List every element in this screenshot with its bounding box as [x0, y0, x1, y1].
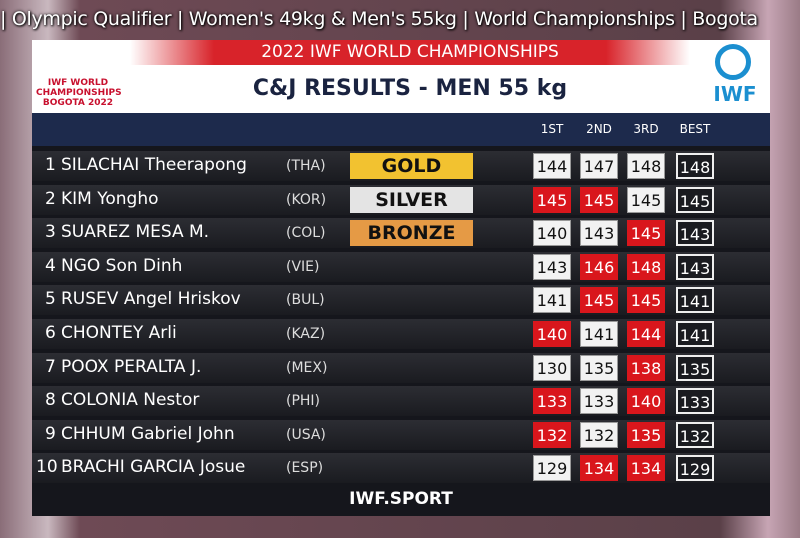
athlete-name: CHHUM Gabriel John [61, 423, 235, 444]
rank: 10 [36, 457, 58, 478]
rank: 2 [45, 188, 56, 209]
best-lift: 133 [676, 388, 714, 415]
rank: 9 [45, 423, 56, 444]
attempt: 132 [580, 421, 618, 448]
footer: IWF.SPORT [349, 489, 453, 509]
attempt: 141 [580, 321, 618, 347]
attempt: 145 [627, 186, 665, 213]
attempt: 144 [533, 153, 571, 179]
attempt: 145 [580, 287, 618, 314]
attempt: 145 [533, 186, 571, 213]
rank: 6 [45, 323, 56, 343]
medal: SILVER [350, 186, 473, 213]
attempt: 133 [580, 388, 618, 415]
attempt: 144 [627, 321, 665, 347]
event-bar [130, 40, 690, 65]
best-lift: 141 [676, 321, 714, 347]
country: (COL) [286, 225, 326, 242]
logo-line: IWF WORLD [47, 78, 109, 88]
best-lift: 129 [676, 455, 714, 482]
column-header: 1ST [540, 122, 564, 136]
attempt: 143 [580, 220, 618, 247]
attempt: 130 [533, 354, 571, 381]
rank: 5 [45, 289, 56, 310]
logo-line: CHAMPIONSHIPS [36, 88, 122, 98]
best-lift: 135 [676, 354, 714, 381]
best-lift: 132 [676, 421, 714, 448]
athlete-name: BRACHI GARCIA Josue [61, 457, 246, 478]
iwf-logo-mark [715, 44, 751, 80]
attempt: 135 [580, 354, 618, 381]
athlete-name: COLONIA Nestor [61, 390, 200, 411]
rank: 3 [45, 222, 56, 243]
column-header: BEST [679, 122, 711, 136]
country: (THA) [286, 158, 326, 174]
attempt: 145 [580, 186, 618, 213]
best-lift: 145 [676, 186, 714, 213]
attempt: 133 [533, 388, 571, 415]
logo-line: BOGOTA 2022 [42, 98, 114, 108]
rank: 8 [45, 390, 56, 411]
athlete-name: NGO Son Dinh [61, 255, 183, 276]
attempt: 148 [627, 253, 665, 280]
attempt: 140 [533, 220, 571, 247]
attempt: 134 [580, 455, 618, 482]
results-title: C&J RESULTS - MEN 55 kg [252, 76, 568, 101]
country: (KOR) [286, 191, 327, 208]
column-header: 3RD [633, 122, 659, 136]
country: (BUL) [286, 292, 325, 309]
rank: 4 [45, 255, 56, 276]
country: (KAZ) [286, 326, 326, 342]
athlete-name: RUSEV Angel Hriskov [61, 289, 241, 310]
attempt: 140 [627, 388, 665, 415]
attempt: 134 [627, 455, 665, 482]
best-lift: 141 [676, 287, 714, 314]
country: (VIE) [286, 258, 320, 275]
iwf-logo: IWF [713, 82, 757, 106]
country: (USA) [286, 426, 326, 443]
attempt: 129 [533, 455, 571, 482]
attempt: 140 [533, 321, 571, 347]
attempt: 145 [627, 220, 665, 247]
attempt: 148 [627, 153, 665, 179]
attempt: 138 [627, 354, 665, 381]
athlete-name: KIM Yongho [61, 188, 159, 209]
attempt: 145 [627, 287, 665, 314]
rank: 7 [45, 356, 56, 377]
broadcast-banner: | Olympic Qualifier | Women's 49kg & Men… [0, 8, 758, 30]
attempt: 146 [580, 253, 618, 280]
country: (ESP) [286, 460, 324, 477]
best-lift: 143 [676, 220, 714, 247]
column-header: 2ND [586, 122, 612, 136]
attempt: 143 [533, 253, 571, 280]
attempt: 135 [627, 421, 665, 448]
best-lift: 143 [676, 253, 714, 280]
country: (PHI) [286, 393, 321, 410]
championship-logo: IWF WORLD CHAMPIONSHIPS BOGOTA 2022 [36, 78, 122, 108]
best-lift: 148 [676, 153, 714, 179]
medal: BRONZE [350, 220, 473, 247]
athlete-name: SUAREZ MESA M. [61, 222, 210, 243]
medal: GOLD [350, 153, 473, 179]
attempt: 141 [533, 287, 571, 314]
column-header-bar [32, 113, 770, 146]
attempt: 132 [533, 421, 571, 448]
country: (MEX) [286, 359, 328, 376]
rank: 1 [45, 155, 56, 175]
athlete-name: CHONTEY Arli [61, 323, 177, 343]
event-name: 2022 IWF WORLD CHAMPIONSHIPS [261, 42, 559, 62]
athlete-name: POOX PERALTA J. [61, 356, 202, 377]
attempt: 147 [580, 153, 618, 179]
athlete-name: SILACHAI Theerapong [61, 155, 247, 175]
